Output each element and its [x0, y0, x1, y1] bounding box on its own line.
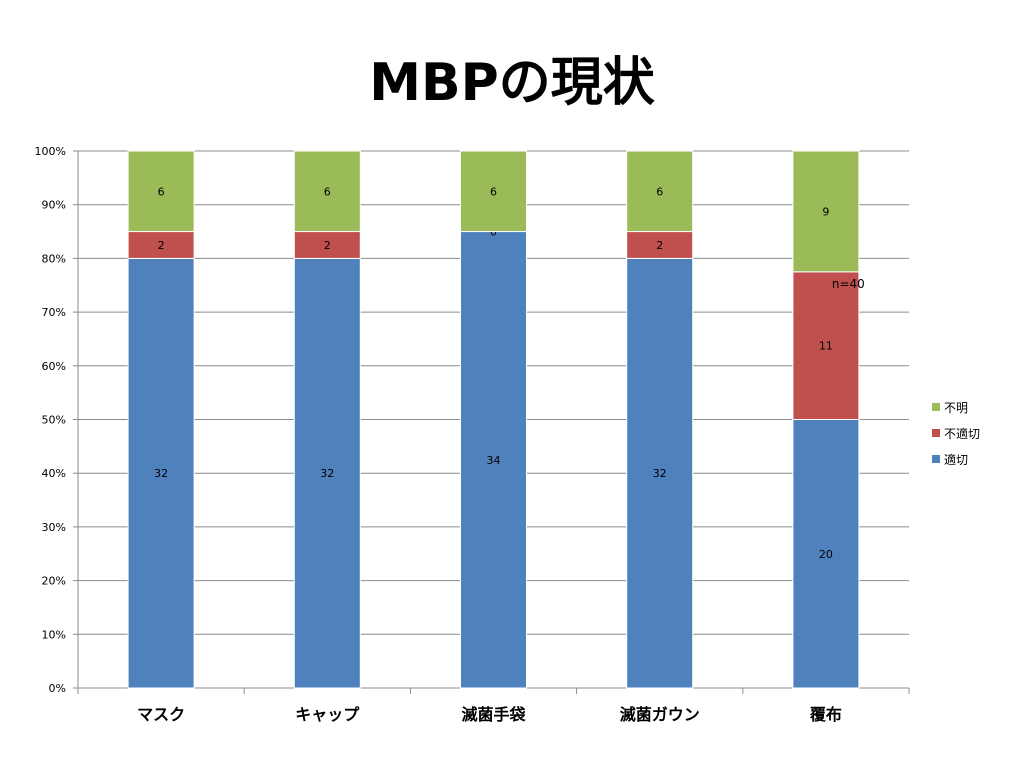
y-tick-label: 40% [42, 467, 66, 480]
y-tick-label: 10% [42, 628, 66, 641]
bar-segment [293, 257, 361, 689]
bar-segment [792, 271, 860, 421]
legend-swatch [932, 455, 940, 463]
bar-segment [293, 150, 361, 233]
data-label: 6 [656, 185, 663, 198]
data-label: 6 [324, 185, 331, 198]
data-label: 6 [158, 185, 165, 198]
legend-swatch [932, 429, 940, 437]
data-label: 32 [320, 467, 334, 480]
chart-title: MBPの現状 [369, 53, 655, 113]
bar-segment [127, 150, 195, 233]
bar-segment [460, 150, 527, 233]
legend-swatch [932, 403, 940, 411]
y-tick-label: 70% [42, 306, 66, 319]
data-label: 34 [487, 454, 501, 467]
data-label: 2 [158, 239, 165, 252]
bar-segment [626, 257, 694, 689]
data-label: 6 [490, 185, 497, 198]
data-label: 20 [819, 548, 833, 561]
legend-label: 不適切 [944, 426, 980, 441]
data-label: 2 [324, 239, 331, 252]
y-tick-label: 20% [42, 575, 66, 588]
y-tick-label: 90% [42, 199, 66, 212]
bar-segment [792, 419, 860, 689]
bar-segment [293, 231, 361, 259]
data-label: 32 [653, 467, 667, 480]
y-tick-label: 0% [49, 682, 66, 695]
bar-segment [626, 231, 694, 259]
data-label: 2 [656, 239, 663, 252]
annotation-label: n=40 [832, 277, 865, 291]
data-label: 11 [819, 340, 833, 353]
category-label: 滅菌手袋 [461, 705, 526, 724]
data-label: 0 [490, 226, 497, 239]
category-label: キャップ [295, 705, 360, 724]
bar-segment [792, 150, 860, 273]
bar-segment [460, 231, 527, 689]
data-label: 9 [822, 205, 829, 218]
data-label: 32 [154, 467, 168, 480]
y-tick-label: 100% [35, 145, 66, 158]
bar-segment [127, 231, 195, 259]
y-tick-label: 60% [42, 360, 66, 373]
legend-label: 不明 [944, 401, 968, 415]
category-label: 覆布 [809, 705, 842, 724]
category-label: 滅菌ガウン [620, 705, 700, 724]
y-tick-label: 80% [42, 252, 66, 265]
category-label: マスク [137, 705, 185, 724]
bar-segment [626, 150, 694, 233]
bar-segment [127, 257, 195, 689]
legend-label: 適切 [944, 452, 968, 467]
y-tick-label: 50% [42, 414, 66, 427]
y-tick-label: 30% [42, 521, 66, 534]
